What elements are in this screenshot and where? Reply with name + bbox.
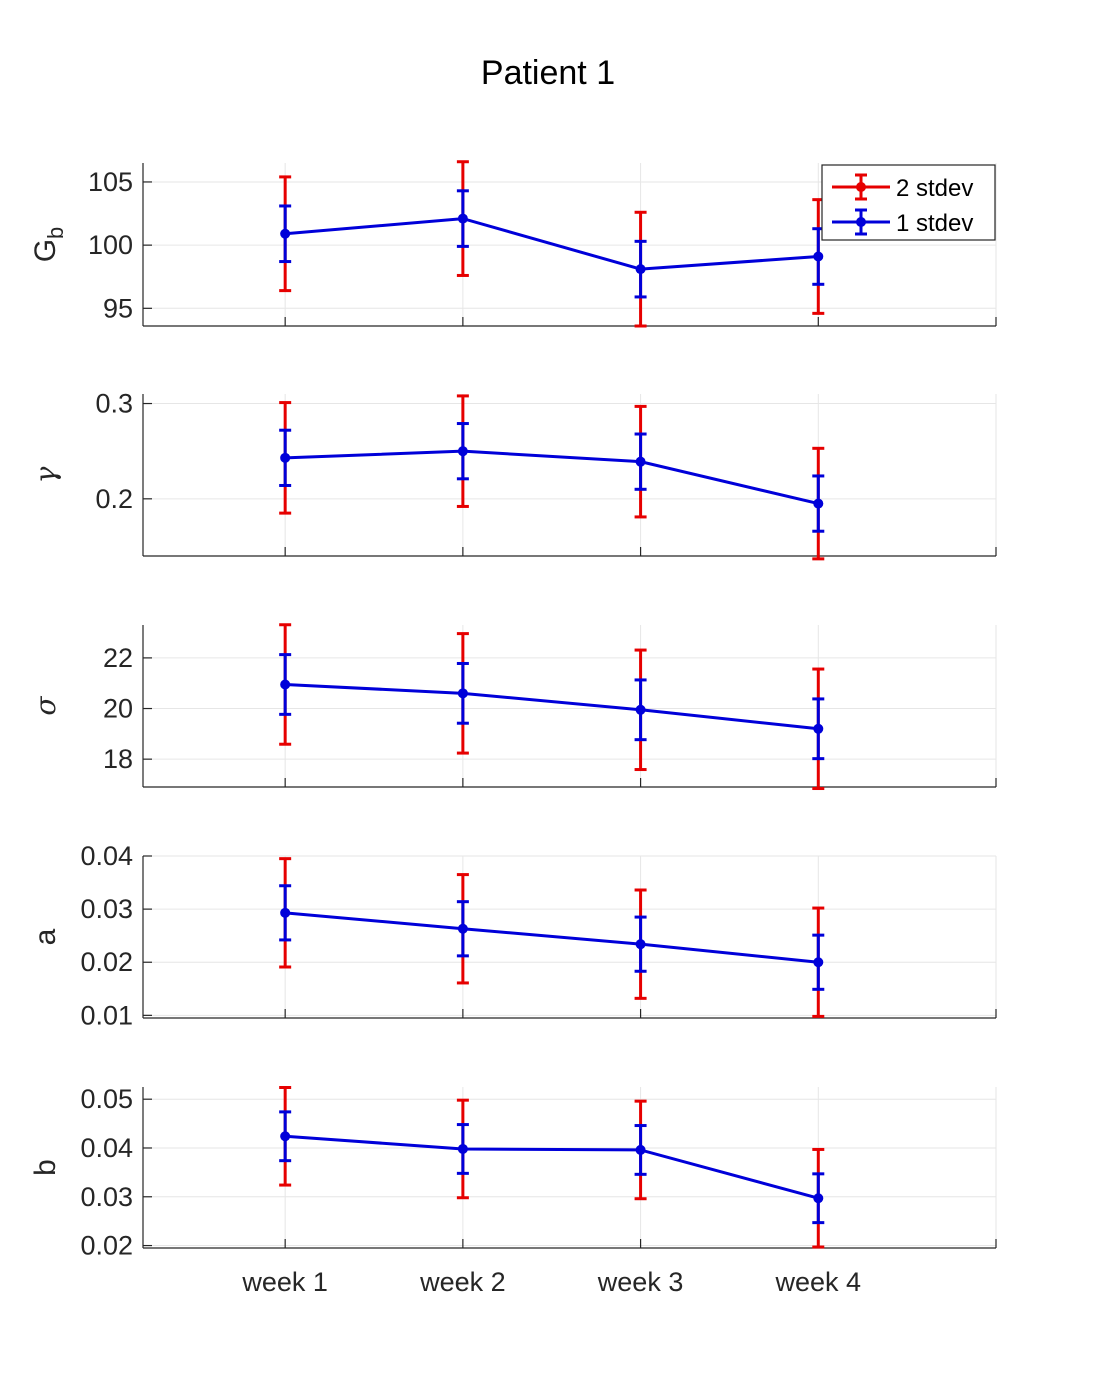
legend-box (821, 164, 996, 241)
y-tick-label: 95 (103, 293, 133, 323)
data-point (457, 446, 468, 457)
legend: 2 stdev 1 stdev (821, 164, 996, 241)
data-point (635, 456, 646, 467)
data-point (813, 251, 824, 262)
subplot-sigma: 18 20 22 σ (29, 623, 997, 791)
y-tick-label: 20 (103, 694, 133, 724)
data-point (813, 957, 824, 968)
x-tick-labels: week 1 week 2 week 3 week 4 (241, 1267, 861, 1297)
y-tick-label: 105 (88, 167, 133, 197)
data-point (813, 498, 824, 509)
y-tick-label: 0.01 (80, 1000, 133, 1030)
x-tick-label: week 3 (597, 1267, 684, 1297)
data-point (635, 1144, 646, 1155)
y-tick-label: 0.04 (80, 841, 133, 871)
data-point (813, 723, 824, 734)
x-tick-label: week 2 (419, 1267, 506, 1297)
y-axis-label-sigma: σ (29, 696, 62, 716)
series-line-b (285, 1134, 819, 1200)
y-tick-label: 0.3 (95, 389, 133, 419)
y-tick-label: 0.2 (95, 484, 133, 514)
subplot-b: 0.02 0.03 0.04 0.05 b (29, 1084, 997, 1261)
data-point (635, 704, 646, 715)
subplot-group: 95 100 105 Gb 2 stdev 1 stdev 0.2 0.3 γ 18 20 22 σ 0.… (29, 160, 997, 1261)
data-point (457, 923, 468, 934)
x-tick-label: week 4 (775, 1267, 862, 1297)
legend-marker (856, 182, 866, 192)
data-point (457, 1143, 468, 1154)
data-point (635, 939, 646, 950)
data-point (457, 213, 468, 224)
y-tick-label: 0.03 (80, 894, 133, 924)
chart-title: Patient 1 (481, 54, 615, 92)
y-axis-label-gamma: γ (29, 466, 62, 483)
legend-label: 1 stdev (896, 210, 973, 237)
subplot-gamma: 0.2 0.3 γ (29, 389, 997, 561)
subplot-Gb: 95 100 105 Gb 2 stdev 1 stdev (29, 160, 997, 328)
y-axis-label-a: a (29, 928, 62, 945)
series-line-Gb (285, 217, 819, 271)
y-tick-label: 0.02 (80, 947, 133, 977)
y-tick-label: 0.04 (80, 1133, 133, 1163)
data-point (813, 1193, 824, 1204)
data-point (280, 228, 291, 239)
data-point (635, 264, 646, 275)
series-line-a (285, 911, 819, 964)
y-tick-label: 0.03 (80, 1182, 133, 1212)
y-axis-label-b: b (29, 1159, 62, 1176)
data-point (280, 679, 291, 690)
series-line-gamma (285, 449, 819, 506)
data-point (280, 907, 291, 918)
data-point (280, 1131, 291, 1142)
y-tick-label: 100 (88, 230, 133, 260)
series-line-sigma (285, 682, 819, 731)
data-point (280, 452, 291, 463)
x-tick-label: week 1 (241, 1267, 328, 1297)
subplot-a: 0.01 0.02 0.03 0.04 a (29, 841, 997, 1030)
data-point (457, 688, 468, 699)
y-tick-label: 22 (103, 643, 133, 673)
legend-marker (856, 217, 866, 227)
y-axis-label-subscript: b (43, 227, 68, 239)
y-axis-label-Gb: Gb (29, 227, 68, 263)
y-tick-label: 0.05 (80, 1084, 133, 1114)
legend-label: 2 stdev (896, 175, 973, 202)
y-tick-label: 0.02 (80, 1231, 133, 1261)
y-tick-label: 18 (103, 744, 133, 774)
